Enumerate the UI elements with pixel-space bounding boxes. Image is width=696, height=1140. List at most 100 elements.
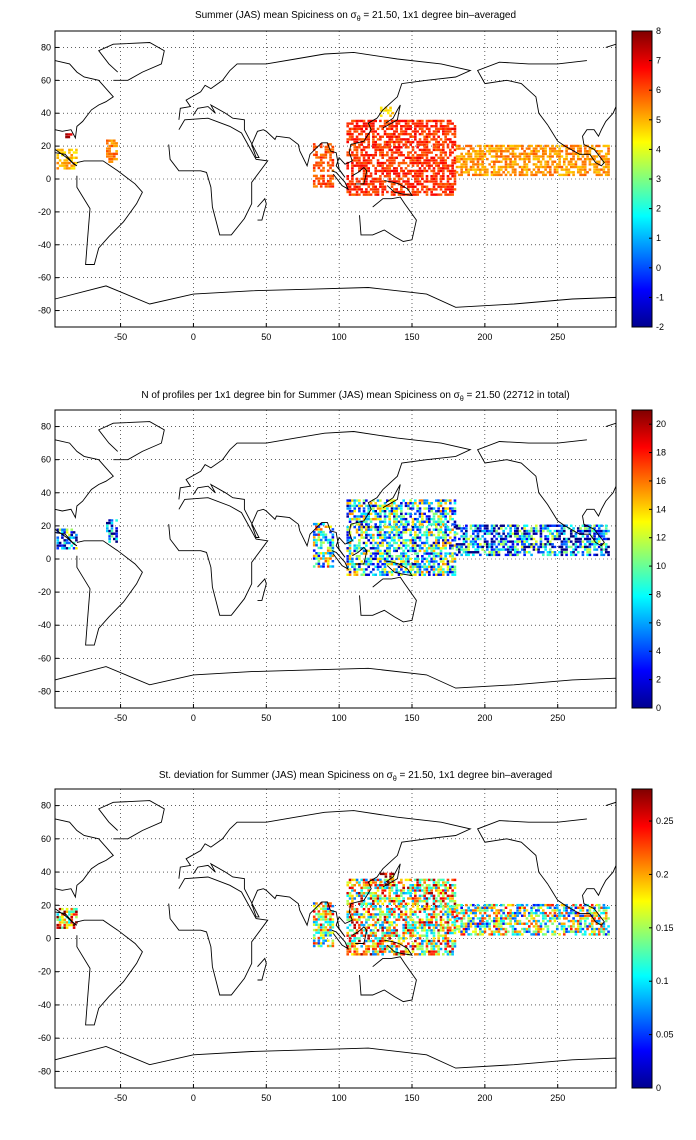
data-cell <box>442 127 445 131</box>
grid <box>55 789 616 1088</box>
data-cell <box>451 939 454 943</box>
data-cell <box>402 119 405 123</box>
data-cell <box>604 155 608 158</box>
data-cell <box>428 517 431 521</box>
data-cell <box>558 147 561 150</box>
data-cell <box>483 524 487 527</box>
data-cell <box>404 552 408 555</box>
data-cell <box>365 541 368 545</box>
data-cell <box>374 148 378 152</box>
data-cell <box>404 531 408 534</box>
data-cell <box>409 891 412 895</box>
data-cell <box>500 168 503 171</box>
data-cell <box>108 529 111 533</box>
data-cell <box>525 917 529 920</box>
data-cell <box>479 171 482 174</box>
data-cell <box>534 157 538 161</box>
data-cell <box>474 163 477 166</box>
data-cell <box>486 168 489 171</box>
data-cell <box>514 524 517 527</box>
data-cell <box>453 172 457 175</box>
data-cell <box>372 525 375 529</box>
data-cell <box>369 953 373 956</box>
data-cell <box>389 114 392 117</box>
data-cell <box>346 130 350 133</box>
data-cell <box>72 547 76 550</box>
coastline <box>168 876 269 996</box>
data-cell <box>520 157 524 161</box>
data-cell <box>324 902 328 905</box>
data-cell <box>444 135 447 138</box>
data-cell <box>444 891 447 895</box>
data-cell <box>355 499 359 502</box>
data-cell <box>362 907 366 911</box>
data-cell <box>414 549 417 553</box>
data-cell <box>574 165 578 169</box>
data-cell <box>381 934 384 937</box>
data-cell <box>548 906 552 909</box>
data-cell <box>467 173 470 177</box>
data-cell <box>555 535 559 538</box>
data-cell <box>437 939 440 943</box>
data-cell <box>331 169 335 172</box>
data-cell <box>346 573 350 576</box>
data-cell <box>428 167 431 170</box>
data-cell <box>348 193 352 196</box>
data-cell <box>437 568 440 571</box>
data-cell <box>110 521 114 525</box>
data-cell <box>423 135 426 138</box>
coastline <box>384 560 413 577</box>
data-cell <box>369 517 373 521</box>
data-cell <box>360 552 364 555</box>
data-cell <box>326 151 330 154</box>
data-cell <box>407 122 410 125</box>
data-cell <box>576 540 580 543</box>
data-cell <box>409 945 412 948</box>
data-cell <box>428 528 431 531</box>
data-cell <box>432 929 436 932</box>
data-cell <box>435 915 438 919</box>
data-cell <box>565 909 568 912</box>
data-cell <box>551 535 554 538</box>
data-cell <box>331 185 335 188</box>
coastline <box>54 908 78 926</box>
data-cell <box>553 160 557 163</box>
data-cell <box>511 171 515 174</box>
data-cell <box>407 156 410 160</box>
data-cell <box>511 548 515 551</box>
data-cell <box>439 573 443 576</box>
data-cell <box>397 934 401 937</box>
data-cell <box>365 159 368 162</box>
data-cell <box>581 532 585 535</box>
data-cell <box>558 529 561 533</box>
data-cell <box>437 905 440 908</box>
data-cell <box>421 573 424 576</box>
data-cell <box>462 922 466 925</box>
data-cell <box>532 150 536 153</box>
data-cell <box>572 527 575 530</box>
data-cell <box>435 881 438 884</box>
data-cell <box>360 132 364 136</box>
data-cell <box>358 504 361 508</box>
data-cell <box>418 159 422 162</box>
data-cell <box>312 530 316 534</box>
data-cell <box>404 913 408 916</box>
data-cell <box>518 173 522 177</box>
data-cell <box>425 138 429 141</box>
data-cell <box>425 520 429 523</box>
data-cell <box>516 532 519 535</box>
data-cell <box>442 182 445 186</box>
data-cell <box>416 881 419 884</box>
data-cell <box>579 527 582 530</box>
data-cell <box>367 926 371 929</box>
data-cell <box>479 173 482 177</box>
data-cell <box>409 499 412 502</box>
data-cell <box>331 910 335 913</box>
data-cell <box>425 151 429 154</box>
data-cell <box>432 528 436 531</box>
data-cell <box>500 548 503 551</box>
data-cell <box>376 531 380 534</box>
data-cell <box>369 931 373 935</box>
data-cell <box>530 545 533 549</box>
data-cell <box>428 886 431 890</box>
